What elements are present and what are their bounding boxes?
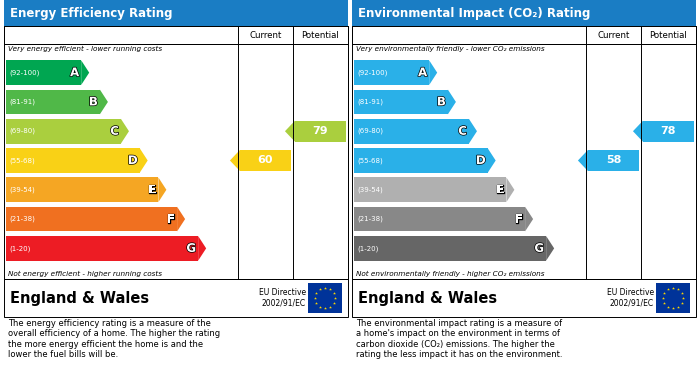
Polygon shape [230, 150, 240, 171]
Bar [6, 119, 121, 143]
Bar [6, 90, 100, 114]
Bar [6, 236, 198, 261]
Polygon shape [81, 60, 89, 85]
Polygon shape [198, 236, 206, 261]
Bar [354, 90, 448, 114]
Text: (39-54): (39-54) [9, 187, 35, 193]
Text: 79: 79 [313, 126, 328, 136]
Text: (69-80): (69-80) [357, 128, 383, 135]
Text: 78: 78 [661, 126, 676, 136]
Bar [6, 207, 177, 231]
Polygon shape [429, 60, 438, 85]
Bar [354, 148, 488, 173]
Text: (81-91): (81-91) [357, 99, 383, 105]
Bar [352, 0, 696, 26]
Text: Potential: Potential [650, 30, 687, 39]
Text: F: F [515, 213, 523, 226]
Text: (39-54): (39-54) [357, 187, 383, 193]
Text: EU Directive
2002/91/EC: EU Directive 2002/91/EC [259, 288, 306, 308]
Bar [308, 283, 342, 313]
Bar [352, 26, 696, 279]
Bar [354, 178, 506, 202]
Text: Environmental Impact (CO₂) Rating: Environmental Impact (CO₂) Rating [358, 7, 590, 20]
Text: 60: 60 [258, 156, 273, 165]
Polygon shape [633, 121, 643, 142]
Polygon shape [488, 148, 496, 173]
Bar [354, 119, 469, 143]
Text: (92-100): (92-100) [357, 69, 387, 76]
Bar [6, 148, 140, 173]
Text: C: C [110, 125, 119, 138]
Polygon shape [100, 90, 108, 114]
Text: The environmental impact rating is a measure of
a home's impact on the environme: The environmental impact rating is a mea… [356, 319, 563, 359]
Polygon shape [285, 121, 295, 142]
Text: B: B [437, 95, 446, 108]
Text: Current: Current [597, 30, 629, 39]
Polygon shape [121, 119, 129, 143]
Text: Potential: Potential [302, 30, 340, 39]
Text: (1-20): (1-20) [357, 245, 379, 251]
Polygon shape [140, 148, 148, 173]
Polygon shape [448, 90, 456, 114]
Bar [6, 178, 158, 202]
Polygon shape [469, 119, 477, 143]
Bar [4, 26, 348, 44]
Bar [352, 279, 696, 317]
Text: Not environmentally friendly - higher CO₂ emissions: Not environmentally friendly - higher CO… [356, 271, 545, 277]
Text: England & Wales: England & Wales [358, 291, 497, 305]
Bar [643, 121, 694, 142]
Bar [352, 44, 696, 279]
Text: G: G [534, 242, 544, 255]
Text: (1-20): (1-20) [9, 245, 30, 251]
Text: England & Wales: England & Wales [10, 291, 149, 305]
Polygon shape [158, 178, 167, 202]
Text: EU Directive
2002/91/EC: EU Directive 2002/91/EC [607, 288, 654, 308]
Text: 58: 58 [606, 156, 621, 165]
Text: Very environmentally friendly - lower CO₂ emissions: Very environmentally friendly - lower CO… [356, 46, 545, 52]
Bar [354, 60, 429, 85]
Bar [4, 279, 348, 317]
Text: D: D [128, 154, 138, 167]
Bar [295, 121, 346, 142]
Text: D: D [476, 154, 486, 167]
Text: E: E [496, 183, 505, 196]
Bar [656, 283, 690, 313]
Bar [354, 207, 525, 231]
Polygon shape [578, 150, 588, 171]
Text: The energy efficiency rating is a measure of the
overall efficiency of a home. T: The energy efficiency rating is a measur… [8, 319, 220, 359]
Bar [240, 150, 291, 171]
Text: G: G [186, 242, 196, 255]
Polygon shape [546, 236, 554, 261]
Bar [352, 26, 696, 44]
Text: E: E [148, 183, 156, 196]
Polygon shape [506, 178, 514, 202]
Text: (81-91): (81-91) [9, 99, 35, 105]
Text: (55-68): (55-68) [357, 157, 383, 164]
Text: A: A [418, 66, 427, 79]
Bar [4, 0, 348, 26]
Bar [354, 236, 546, 261]
Text: (21-38): (21-38) [9, 216, 35, 222]
Bar [588, 150, 639, 171]
Text: A: A [70, 66, 79, 79]
Polygon shape [177, 207, 185, 231]
Text: Current: Current [249, 30, 281, 39]
Bar [6, 60, 81, 85]
Text: (92-100): (92-100) [9, 69, 39, 76]
Text: (21-38): (21-38) [357, 216, 383, 222]
Text: Very energy efficient - lower running costs: Very energy efficient - lower running co… [8, 46, 162, 52]
Text: Energy Efficiency Rating: Energy Efficiency Rating [10, 7, 172, 20]
Text: C: C [458, 125, 467, 138]
Text: F: F [167, 213, 175, 226]
Text: (55-68): (55-68) [9, 157, 35, 164]
Text: Not energy efficient - higher running costs: Not energy efficient - higher running co… [8, 271, 162, 277]
Bar [4, 44, 348, 279]
Text: (69-80): (69-80) [9, 128, 35, 135]
Bar [4, 26, 348, 279]
Polygon shape [525, 207, 533, 231]
Text: B: B [89, 95, 98, 108]
